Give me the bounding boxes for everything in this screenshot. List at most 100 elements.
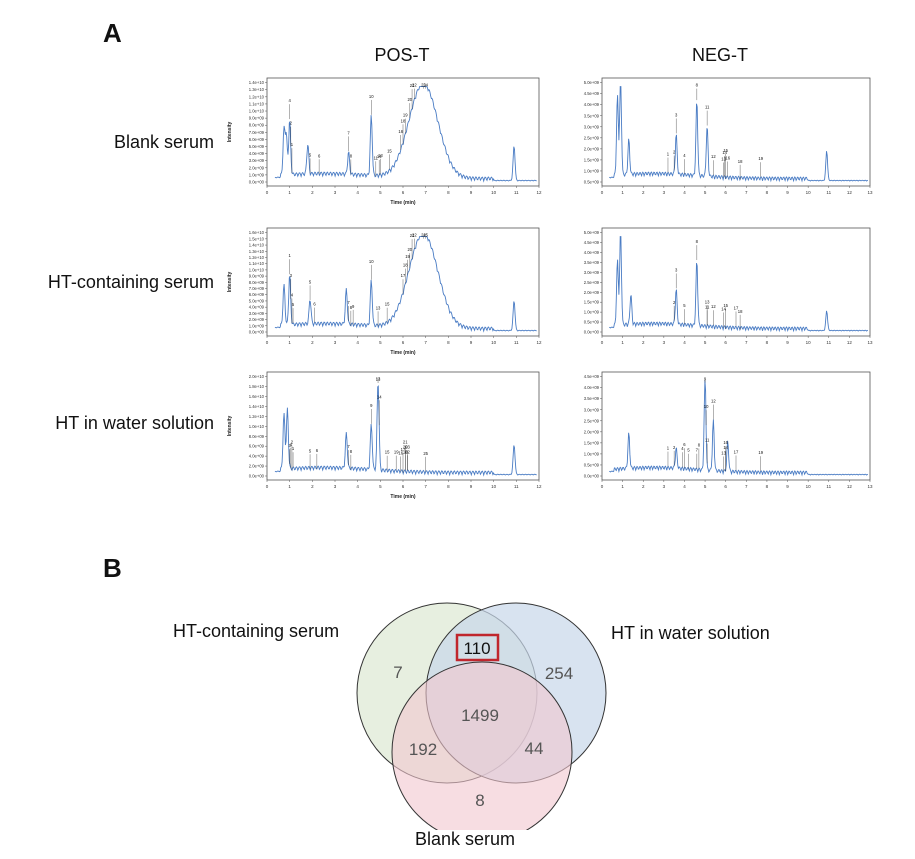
x-tick-label: 2 <box>311 340 314 345</box>
y-tick-label: 1.6e+10 <box>249 394 265 399</box>
x-tick-label: 7 <box>745 340 748 345</box>
venn-highlight-box <box>455 633 500 662</box>
y-tick-label: 1.1e+10 <box>249 261 265 266</box>
peak-label: 15 <box>723 148 728 153</box>
x-tick-label: 9 <box>470 190 473 195</box>
venn-count-ht-serum-ht-water: 110 <box>463 639 490 658</box>
y-tick-label: 4.0e+09 <box>249 454 265 459</box>
y-tick-label: 3.0e+09 <box>584 124 600 129</box>
y-tick-label: 0.0e+00 <box>584 474 600 479</box>
x-tick-label: 12 <box>847 484 853 489</box>
x-tick-label: 1 <box>288 190 291 195</box>
x-tick-label: 3 <box>663 340 666 345</box>
y-tick-label: 2.0e+09 <box>584 429 600 434</box>
peak-label: 17 <box>401 447 406 452</box>
peak-label: 8 <box>696 83 699 88</box>
y-tick-label: 1.0e+09 <box>584 451 600 456</box>
y-tick-label: 2.0e+09 <box>584 290 600 295</box>
x-tick-label: 8 <box>766 340 769 345</box>
column-title-neg: NEG-T <box>692 45 748 65</box>
peak-label: 19 <box>394 450 399 455</box>
y-tick-label: 1.5e+09 <box>584 440 600 445</box>
y-tick-label: 0.5e+09 <box>584 320 600 325</box>
peak-label: 1 <box>292 446 295 451</box>
y-tick-label: 1.8e+10 <box>249 384 265 389</box>
y-tick-label: 9.0e+09 <box>249 116 265 121</box>
peak-label: 5 <box>309 448 312 453</box>
peak-label: 20 <box>403 445 408 450</box>
x-tick-label: 1 <box>288 484 291 489</box>
x-tick-label: 7 <box>424 484 427 489</box>
y-tick-label: 1.2e+10 <box>249 255 265 260</box>
y-tick-label: 4.0e+09 <box>584 102 600 107</box>
x-tick-label: 12 <box>536 340 542 345</box>
peak-label: 12 <box>376 377 381 382</box>
y-tick-label: 2.5e+09 <box>584 418 600 423</box>
y-tick-label: 3.5e+09 <box>584 113 600 118</box>
x-tick-label: 3 <box>334 484 337 489</box>
x-tick-label: 9 <box>786 190 789 195</box>
peak-label: 18 <box>403 263 408 268</box>
x-tick-label: 3 <box>334 190 337 195</box>
peak-label: 15 <box>723 303 728 308</box>
panel-a-letter: A <box>103 18 122 48</box>
x-tick-label: 2 <box>311 484 314 489</box>
peak-label: 16 <box>398 129 403 134</box>
chromatogram-trace <box>609 236 869 333</box>
peak-label: 6 <box>318 153 321 158</box>
y-tick-label: 4.5e+09 <box>584 374 600 379</box>
y-tick-label: 3.5e+09 <box>584 396 600 401</box>
x-tick-label: 5 <box>704 190 707 195</box>
x-tick-label: 9 <box>470 340 473 345</box>
x-tick-label: 10 <box>806 190 812 195</box>
x-tick-label: 4 <box>683 484 686 489</box>
x-tick-label: 5 <box>379 484 382 489</box>
y-tick-label: 2.0e+09 <box>249 317 265 322</box>
venn-count-all-three: 1499 <box>461 706 499 725</box>
y-tick-label: 2.0e+10 <box>249 374 265 379</box>
y-axis-label: Intensity <box>227 122 233 143</box>
chromatogram-pos-blank: 0.0e+00 1.0e+09 2.0e+09 3.0e+09 4.0e+09 5.0e+… <box>227 77 542 206</box>
peak-label: 5 <box>687 448 690 453</box>
x-tick-label: 4 <box>356 340 359 345</box>
y-tick-label: 0.0e+00 <box>249 330 265 335</box>
plot-frame <box>601 77 871 187</box>
chromatogram-trace <box>274 385 537 477</box>
y-tick-label: 5.0e+09 <box>249 298 265 303</box>
y-tick-label: 8.0e+09 <box>249 434 265 439</box>
peak-label: 19 <box>758 156 763 161</box>
x-tick-label: 1 <box>621 190 624 195</box>
x-tick-label: 12 <box>536 190 542 195</box>
x-tick-label: 6 <box>724 190 727 195</box>
peak-label: 4 <box>288 98 291 103</box>
peak-label: 25 <box>423 451 428 456</box>
y-tick-label: 2.0e+09 <box>249 165 265 170</box>
x-tick-label: 8 <box>447 190 450 195</box>
x-tick-label: 1 <box>288 340 291 345</box>
x-tick-label: 10 <box>806 484 812 489</box>
peak-label: 11 <box>374 155 379 160</box>
column-title-pos: POS-T <box>374 45 430 65</box>
peak-label: 14 <box>721 306 726 311</box>
x-tick-label: 10 <box>806 340 812 345</box>
peak-label: 13 <box>376 305 381 310</box>
y-tick-label: 1.0e+10 <box>249 267 265 272</box>
y-tick-label: 3.0e+09 <box>249 158 265 163</box>
peak-label: 12 <box>711 154 716 159</box>
y-tick-label: 1.6e+10 <box>249 230 265 235</box>
peak-label: 2 <box>673 300 676 305</box>
y-tick-label: 2.0e+09 <box>249 464 265 469</box>
x-tick-label: 11 <box>826 190 831 195</box>
peak-label: 6 <box>313 302 316 307</box>
y-tick-label: 0.5e+09 <box>584 180 600 185</box>
peak-label: 4 <box>681 446 684 451</box>
peak-label: 4 <box>290 442 293 447</box>
peak-label: 22 <box>405 449 410 454</box>
y-tick-label: 8.0e+09 <box>249 280 265 285</box>
peak-label: 3 <box>675 112 678 117</box>
x-tick-label: 12 <box>536 484 542 489</box>
y-tick-label: 3.0e+09 <box>584 407 600 412</box>
peak-label: 9 <box>370 403 373 408</box>
venn-count-only-ht-serum: 7 <box>393 663 402 682</box>
peak-label: 3 <box>290 273 293 278</box>
